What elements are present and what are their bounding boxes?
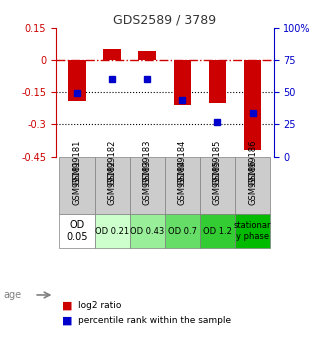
FancyBboxPatch shape bbox=[165, 214, 200, 248]
Text: GSM99186: GSM99186 bbox=[248, 140, 257, 185]
Text: GSM99182: GSM99182 bbox=[108, 159, 117, 205]
FancyBboxPatch shape bbox=[200, 157, 235, 214]
Text: percentile rank within the sample: percentile rank within the sample bbox=[78, 316, 231, 325]
Text: log2 ratio: log2 ratio bbox=[78, 301, 121, 310]
Text: OD 1.2: OD 1.2 bbox=[203, 227, 232, 236]
Text: GSM99183: GSM99183 bbox=[143, 159, 152, 205]
Bar bbox=[209, 60, 226, 103]
Bar bbox=[138, 51, 156, 60]
Bar bbox=[68, 60, 86, 101]
FancyBboxPatch shape bbox=[200, 214, 235, 248]
Text: OD
0.05: OD 0.05 bbox=[66, 220, 88, 242]
FancyBboxPatch shape bbox=[59, 214, 95, 248]
FancyBboxPatch shape bbox=[130, 157, 165, 214]
Text: GSM99182: GSM99182 bbox=[108, 140, 117, 185]
Text: GSM99185: GSM99185 bbox=[213, 140, 222, 185]
Text: OD 0.7: OD 0.7 bbox=[168, 227, 197, 236]
Text: GSM99183: GSM99183 bbox=[143, 140, 152, 185]
Title: GDS2589 / 3789: GDS2589 / 3789 bbox=[113, 13, 216, 27]
FancyBboxPatch shape bbox=[95, 157, 130, 214]
Text: GSM99181: GSM99181 bbox=[72, 159, 81, 205]
FancyBboxPatch shape bbox=[130, 214, 165, 248]
Text: GSM99181: GSM99181 bbox=[72, 140, 81, 185]
Text: GSM99185: GSM99185 bbox=[213, 159, 222, 205]
FancyBboxPatch shape bbox=[59, 157, 95, 214]
Text: age: age bbox=[3, 290, 21, 300]
Text: ■: ■ bbox=[62, 300, 73, 310]
Text: GSM99186: GSM99186 bbox=[248, 159, 257, 205]
Bar bbox=[244, 60, 261, 150]
Text: OD 0.43: OD 0.43 bbox=[130, 227, 165, 236]
Text: ■: ■ bbox=[62, 316, 73, 326]
FancyBboxPatch shape bbox=[165, 157, 200, 214]
Text: GSM99184: GSM99184 bbox=[178, 159, 187, 205]
FancyBboxPatch shape bbox=[235, 157, 270, 214]
Bar bbox=[103, 49, 121, 60]
Text: GSM99184: GSM99184 bbox=[178, 140, 187, 185]
Text: OD 0.21: OD 0.21 bbox=[95, 227, 129, 236]
Bar bbox=[174, 60, 191, 105]
Text: stationar
y phase: stationar y phase bbox=[234, 221, 272, 241]
FancyBboxPatch shape bbox=[235, 214, 270, 248]
FancyBboxPatch shape bbox=[95, 214, 130, 248]
